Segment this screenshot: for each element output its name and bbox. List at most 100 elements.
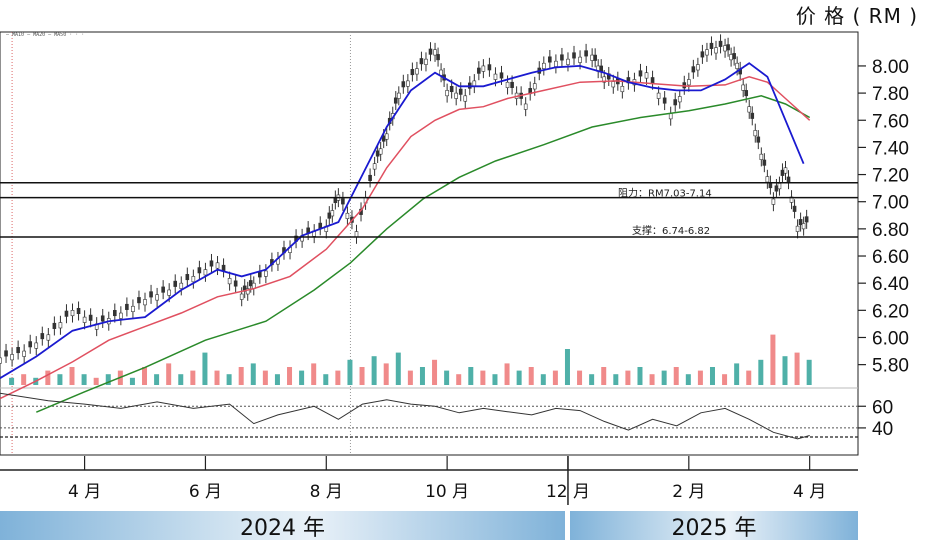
volume-bar bbox=[456, 374, 462, 385]
candle-body bbox=[735, 62, 739, 69]
volume-bar bbox=[154, 374, 160, 385]
volume-bar bbox=[697, 370, 703, 385]
candle-body bbox=[100, 315, 105, 322]
candle-body bbox=[777, 183, 782, 190]
candle-body bbox=[602, 76, 607, 83]
candle-body bbox=[705, 49, 709, 56]
x-tick-label: 8 月 bbox=[310, 482, 343, 502]
candle-body bbox=[677, 96, 682, 103]
candle-body bbox=[756, 136, 761, 143]
volume-bar bbox=[516, 370, 522, 385]
candle-body bbox=[433, 49, 437, 56]
volume-bar bbox=[432, 359, 438, 385]
candle-body bbox=[70, 310, 75, 317]
volume-bar bbox=[782, 356, 788, 385]
candle-body bbox=[786, 176, 791, 183]
y-tick-label: 7.60 bbox=[872, 111, 909, 132]
candle-body bbox=[673, 99, 678, 106]
volume-bar bbox=[69, 367, 75, 385]
candle-body bbox=[221, 264, 226, 271]
candle-body bbox=[424, 58, 428, 65]
candle-body bbox=[341, 198, 345, 205]
candle-body bbox=[510, 81, 514, 88]
candle-body bbox=[542, 62, 546, 69]
candle-body bbox=[783, 167, 788, 174]
ma-short-line bbox=[0, 62, 805, 379]
candle-body bbox=[481, 65, 486, 72]
volume-bar bbox=[359, 367, 365, 385]
candle-body bbox=[0, 357, 2, 364]
ma-long-line bbox=[36, 95, 811, 413]
candle-body bbox=[46, 334, 51, 341]
candle-body bbox=[40, 333, 45, 340]
volume-bar bbox=[287, 367, 293, 385]
candle-body bbox=[505, 81, 510, 88]
rsi-line bbox=[0, 392, 810, 440]
candle-body bbox=[209, 260, 214, 267]
x-tick-label: 2 月 bbox=[672, 482, 705, 502]
candle-body bbox=[590, 54, 594, 61]
volume-bar bbox=[129, 377, 135, 385]
volume-bar bbox=[625, 370, 631, 385]
candle-body bbox=[747, 106, 752, 113]
candle-body bbox=[750, 112, 755, 119]
volume-bar bbox=[419, 367, 425, 385]
candle-body bbox=[239, 293, 244, 300]
candle-body bbox=[161, 286, 165, 293]
candle-body bbox=[560, 54, 564, 61]
y-tick-label: 7.00 bbox=[872, 193, 909, 214]
volume-bar bbox=[673, 367, 679, 385]
candle-body bbox=[554, 60, 558, 67]
candle-body bbox=[762, 159, 767, 166]
candle-body bbox=[741, 84, 745, 91]
volume-bar bbox=[758, 359, 764, 385]
candle-body bbox=[137, 297, 141, 304]
volume-bar bbox=[335, 370, 341, 385]
candle-body bbox=[179, 282, 184, 289]
candle-body bbox=[375, 150, 380, 157]
volume-bar bbox=[299, 370, 305, 385]
volume-bar bbox=[214, 370, 220, 385]
candle-body bbox=[792, 205, 797, 212]
volume-bar bbox=[661, 370, 667, 385]
candle-body bbox=[4, 350, 8, 357]
candle-body bbox=[88, 314, 93, 321]
candle-body bbox=[744, 90, 749, 97]
candle-body bbox=[401, 81, 406, 88]
rsi-tick-label: 40 bbox=[872, 419, 893, 440]
candle-body bbox=[419, 58, 424, 65]
volume-bar bbox=[105, 374, 111, 385]
volume-bar bbox=[250, 363, 256, 385]
candle-body bbox=[454, 92, 458, 99]
candle-body bbox=[732, 53, 736, 60]
y-tick-label: 6.60 bbox=[872, 247, 909, 268]
x-tick-label: 4 月 bbox=[793, 482, 826, 502]
candle-body bbox=[248, 280, 253, 287]
candle-body bbox=[330, 210, 335, 217]
candle-body bbox=[593, 54, 597, 61]
candle-body bbox=[774, 185, 779, 192]
volume-bar bbox=[685, 374, 691, 385]
candle-body bbox=[709, 42, 714, 49]
volume-bar bbox=[395, 352, 401, 385]
x-tick-label: 10 月 bbox=[425, 482, 469, 502]
candle-body bbox=[197, 267, 202, 274]
volume-bar bbox=[371, 356, 377, 385]
volume-bar bbox=[57, 374, 63, 385]
y-tick-label: 7.20 bbox=[872, 166, 909, 187]
volume-bar bbox=[166, 363, 172, 385]
volume-bar bbox=[407, 370, 413, 385]
candle-body bbox=[215, 262, 220, 269]
candle-body bbox=[173, 280, 178, 287]
candle-body bbox=[714, 47, 718, 54]
candle-body bbox=[765, 176, 770, 183]
volume-bar bbox=[468, 367, 474, 385]
volume-bar bbox=[794, 352, 800, 385]
volume-bar bbox=[552, 370, 558, 385]
volume-bar bbox=[93, 377, 99, 385]
candle-body bbox=[723, 45, 727, 52]
candle-body bbox=[131, 305, 135, 312]
candle-body bbox=[611, 81, 616, 88]
candle-body bbox=[487, 64, 492, 71]
